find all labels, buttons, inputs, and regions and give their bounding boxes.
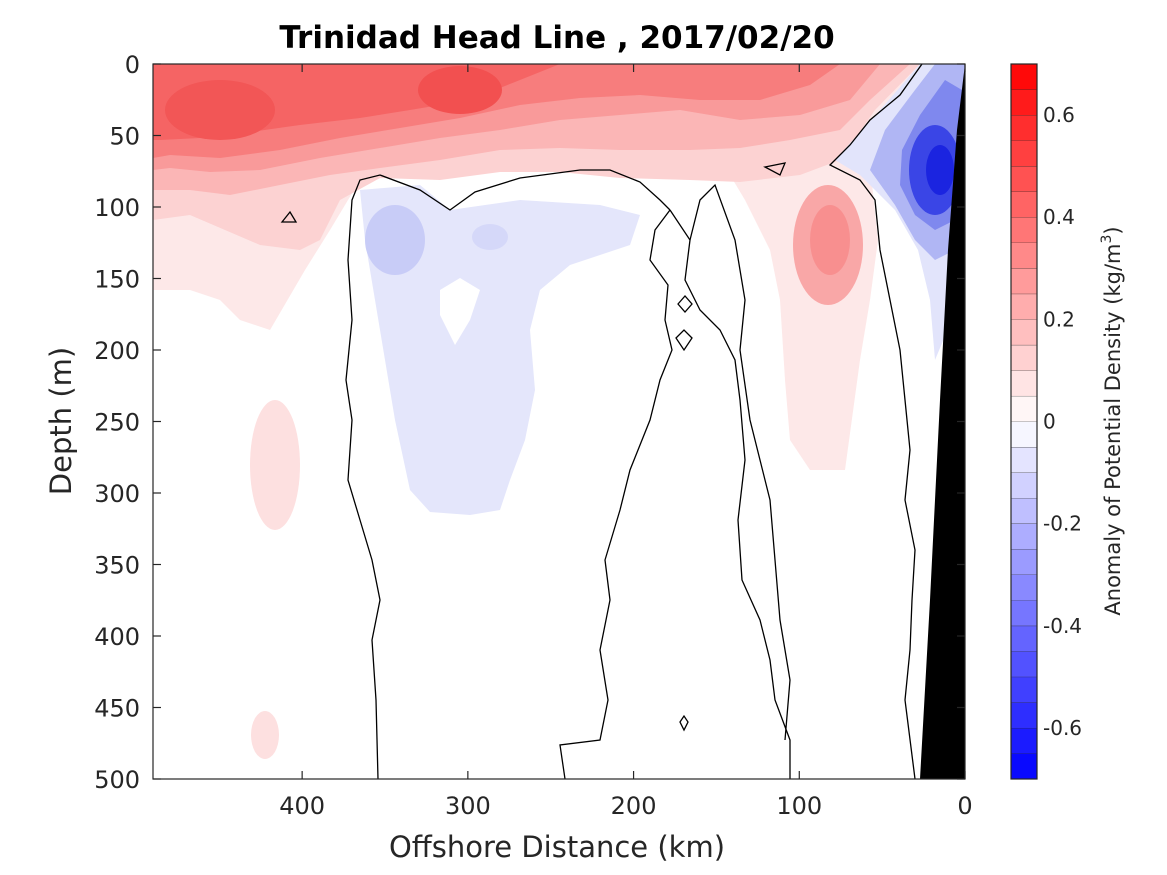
y-axis-label: Depth (m) [44, 347, 78, 495]
colorbar-tick-label: -0.2 [1043, 512, 1082, 536]
colorbar-swatch [1011, 472, 1037, 499]
colorbar-swatch [1011, 293, 1037, 320]
y-tick-label: 250 [94, 409, 140, 437]
surface-max-300km [418, 66, 502, 114]
colorbar-frame [1010, 63, 1038, 780]
y-tick-label: 300 [94, 480, 140, 508]
contour-line [828, 64, 923, 779]
chart-title: Trinidad Head Line , 2017/02/20 [279, 20, 834, 56]
colorbar-tick-label: -0.6 [1043, 716, 1082, 740]
colorbar-swatch [1011, 268, 1037, 294]
colorbar-swatch [1011, 498, 1037, 524]
surface-max-450km [165, 80, 275, 140]
colorbar-tick-label: -0.4 [1043, 614, 1082, 638]
colorbar-tick-label: 0.2 [1043, 307, 1075, 331]
bathymetry [920, 64, 965, 779]
x-tick-label: 200 [611, 792, 657, 820]
contour-line [675, 329, 693, 352]
colorbar-tick-label: 0.6 [1043, 103, 1075, 127]
x-tick-label: 0 [957, 792, 972, 820]
y-tick-label: 350 [94, 552, 140, 580]
y-tick-label: 450 [94, 695, 140, 723]
colorbar-swatch [1011, 676, 1037, 703]
colorbar-label-text: Anomaly of Potential Density (kg/m [1101, 244, 1125, 616]
y-tick-label: 150 [94, 266, 140, 294]
negative-region-weak [360, 185, 640, 515]
negative-core-weak-2 [472, 224, 508, 250]
colorbar-swatch [1011, 421, 1037, 448]
negative-core-weak [365, 205, 425, 275]
contour-line [559, 209, 673, 779]
y-tick-label: 400 [94, 623, 140, 651]
colorbar-label-sup: 3 [1099, 235, 1115, 244]
colorbar-swatch [1011, 242, 1037, 269]
x-tick-label: 400 [279, 792, 325, 820]
negative-shelf-peak [926, 145, 954, 195]
zero-contours [280, 64, 923, 779]
pos-patch-deep [251, 711, 279, 759]
contour-line [669, 209, 791, 779]
x-tick-label: 100 [776, 792, 822, 820]
colorbar-swatch [1011, 89, 1037, 116]
colorbar-swatch [1011, 191, 1037, 218]
colorbar-swatch [1011, 344, 1037, 371]
y-tick-label: 0 [125, 51, 140, 79]
colorbar-swatch [1011, 727, 1037, 754]
x-axis: 400 300 200 100 0 [279, 64, 973, 820]
contour-line [679, 714, 689, 732]
colorbar-swatch [1011, 574, 1037, 601]
plot-area [152, 63, 966, 780]
colorbar: 0.6 0.4 0.2 0 -0.2 -0.4 -0.6 [1010, 63, 1082, 780]
y-tick-label: 100 [94, 194, 140, 222]
colorbar-swatch [1011, 600, 1037, 626]
colorbar-swatch [1011, 447, 1037, 473]
contour-line [345, 169, 671, 779]
colorbar-swatch [1011, 166, 1037, 192]
colorbar-swatch [1011, 64, 1037, 90]
colorbar-swatch [1011, 549, 1037, 575]
colorbar-tick-label: 0.4 [1043, 205, 1075, 229]
colorbar-swatch [1011, 370, 1037, 396]
contour-line [763, 162, 787, 176]
pos-patch-410km [250, 400, 300, 530]
subsurface-pos-80km-core [810, 205, 850, 275]
x-tick-label: 300 [445, 792, 491, 820]
colorbar-swatch [1011, 115, 1037, 141]
x-axis-label: Offshore Distance (km) [389, 830, 725, 864]
contour-fills [153, 64, 965, 779]
colorbar-swatch [1011, 395, 1037, 422]
colorbar-swatch [1011, 140, 1037, 167]
contour-line [677, 295, 693, 313]
colorbar-swatch [1011, 651, 1037, 677]
y-tick-label: 200 [94, 337, 140, 365]
y-tick-label: 500 [94, 766, 140, 794]
y-tick-label: 50 [109, 123, 140, 151]
colorbar-swatch [1011, 523, 1037, 550]
colorbar-swatch [1011, 625, 1037, 652]
contour-line [689, 183, 791, 741]
colorbar-label: Anomaly of Potential Density (kg/m3) [1099, 226, 1125, 615]
colorbar-swatch [1011, 753, 1037, 779]
contour-line [280, 210, 298, 223]
colorbar-swatch [1011, 319, 1037, 345]
colorbar-swatch [1011, 217, 1037, 243]
colorbar-swatch [1011, 702, 1037, 728]
negative-hole [440, 278, 480, 345]
y-axis: 0 50 100 150 200 250 300 350 400 450 500 [94, 51, 965, 794]
colorbar-label-close: ) [1101, 226, 1125, 234]
colorbar-tick-label: 0 [1043, 410, 1056, 434]
